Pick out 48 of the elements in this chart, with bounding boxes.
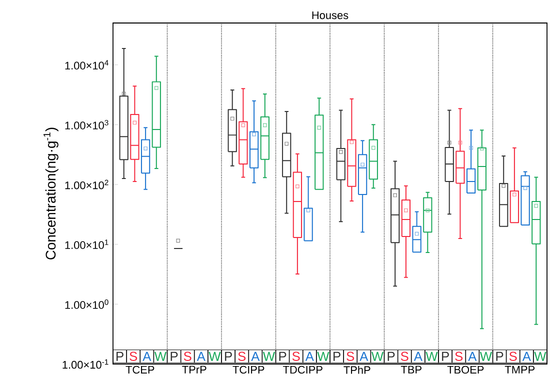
x-tick-label: TBOEP xyxy=(447,366,484,374)
y-tick-label: 1.00×10$^{-1}$ xyxy=(62,359,108,369)
text: P xyxy=(116,352,124,361)
text: W xyxy=(317,352,330,361)
y-tick-label: 1.00×10$^{2}$ xyxy=(65,180,108,190)
text: P xyxy=(279,352,286,361)
x-tick-label: TMPP xyxy=(504,366,535,374)
x-tick-label: TPhP xyxy=(344,366,370,374)
text: S xyxy=(346,352,354,361)
text: P xyxy=(170,352,178,361)
text: A xyxy=(522,352,531,361)
text: A xyxy=(468,352,477,361)
chart-title: Houses xyxy=(312,12,348,20)
text: S xyxy=(509,352,517,361)
text: P xyxy=(388,352,395,361)
text: A xyxy=(414,352,422,361)
text: S xyxy=(455,352,463,361)
text: W xyxy=(426,352,438,361)
text: S xyxy=(292,352,300,361)
text: P xyxy=(496,352,504,361)
text: S xyxy=(130,352,138,361)
text: W xyxy=(480,352,492,361)
text: A xyxy=(251,352,260,361)
x-tick-label: TDCIPP xyxy=(283,366,322,374)
text: S xyxy=(400,352,408,361)
text: S xyxy=(184,352,192,361)
text: A xyxy=(196,352,206,361)
text: W xyxy=(154,352,167,361)
text: W xyxy=(371,352,384,361)
text: A xyxy=(360,352,368,361)
y-tick-label: 1.00×10$^{4}$ xyxy=(65,60,108,70)
text: A xyxy=(142,352,152,361)
text: W xyxy=(208,352,221,361)
text: P xyxy=(442,352,449,361)
text: P xyxy=(334,352,340,361)
y-axis-title: Concentration(ng·g$^{-1}$) xyxy=(44,128,58,260)
text: W xyxy=(262,352,276,361)
text: A xyxy=(305,352,314,361)
y-tick-label: 1.00×10$^{3}$ xyxy=(65,120,108,130)
text: W xyxy=(534,352,546,361)
x-tick-label: TPrP xyxy=(182,366,206,374)
y-tick-label: 1.00×10$^{0}$ xyxy=(65,299,108,309)
x-tick-label: TCEP xyxy=(126,366,154,374)
text: S xyxy=(238,352,246,361)
text: P xyxy=(225,352,232,361)
x-tick-label: TBP xyxy=(400,366,422,374)
x-tick-label: TCIPP xyxy=(232,366,264,374)
y-tick-label: 1.00×10$^{1}$ xyxy=(65,240,108,249)
